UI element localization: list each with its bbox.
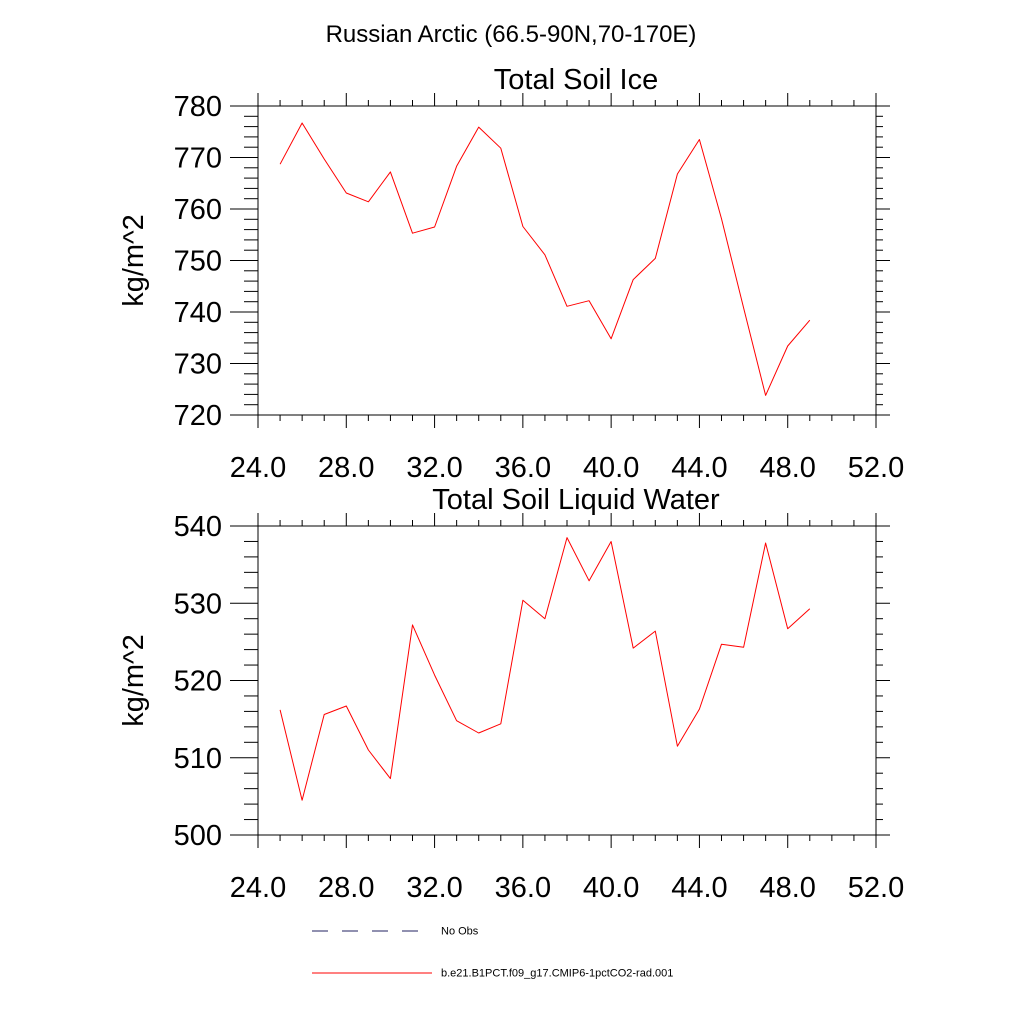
y-axis-label: kg/m^2 [118, 634, 150, 727]
x-tick-label: 36.0 [495, 872, 551, 904]
y-tick-label: 720 [174, 400, 222, 432]
y-tick-label: 740 [174, 297, 222, 329]
x-tick-label: 24.0 [230, 452, 286, 484]
y-tick-label: 730 [174, 349, 222, 381]
x-tick-label: 48.0 [759, 452, 815, 484]
x-tick-label: 40.0 [583, 452, 639, 484]
x-tick-label: 32.0 [406, 872, 462, 904]
x-tick-label: 48.0 [759, 872, 815, 904]
plot-frame [257, 105, 877, 416]
y-tick-label: 780 [174, 91, 222, 123]
series-line [279, 537, 811, 801]
figure-title: Russian Arctic (66.5-90N,70-170E) [326, 21, 697, 48]
y-tick-label: 750 [174, 246, 222, 278]
y-tick-label: 500 [174, 820, 222, 852]
panel-title: Total Soil Ice [494, 64, 658, 96]
panel-title: Total Soil Liquid Water [432, 484, 720, 516]
x-tick-label: 36.0 [495, 452, 551, 484]
legend-obs-label: No Obs [441, 926, 479, 938]
x-tick-label: 24.0 [230, 872, 286, 904]
x-tick-label: 28.0 [318, 872, 374, 904]
x-tick-label: 40.0 [583, 872, 639, 904]
x-tick-label: 44.0 [671, 872, 727, 904]
y-tick-label: 760 [174, 194, 222, 226]
x-tick-label: 44.0 [671, 452, 727, 484]
y-tick-label: 770 [174, 143, 222, 175]
y-axis-label: kg/m^2 [118, 214, 150, 307]
x-tick-label: 52.0 [848, 872, 904, 904]
y-tick-label: 530 [174, 588, 222, 620]
legend: No Obs b.e21.B1PCT.f09_g17.CMIP6-1pctCO2… [312, 926, 673, 980]
series-line [279, 122, 811, 396]
plot-frame [257, 525, 877, 836]
x-tick-label: 32.0 [406, 452, 462, 484]
legend-model-label: b.e21.B1PCT.f09_g17.CMIP6-1pctCO2-rad.00… [441, 968, 673, 980]
y-tick-label: 540 [174, 511, 222, 543]
y-tick-label: 520 [174, 666, 222, 698]
x-tick-label: 52.0 [848, 452, 904, 484]
y-tick-label: 510 [174, 743, 222, 775]
x-tick-label: 28.0 [318, 452, 374, 484]
panel-total-soil-liquid-water: Total Soil Liquid Water 24.0 28.0 32.0 36.0 4… [118, 484, 904, 904]
panel-total-soil-ice: Total Soil Ice 24.0 28.0 32.0 36.0 40.0 44.0 48… [118, 64, 904, 484]
